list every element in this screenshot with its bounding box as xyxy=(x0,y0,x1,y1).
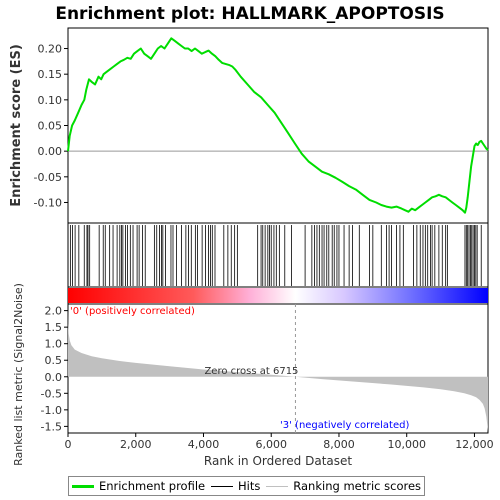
x-tick-label: 6,000 xyxy=(255,438,287,451)
es-y-tick-label: 0.20 xyxy=(38,43,63,56)
legend-swatch-hits xyxy=(211,485,234,487)
zero-cross-label: Zero cross at 6715 xyxy=(204,366,298,377)
es-y-tick-label: 0.05 xyxy=(38,120,63,133)
ranking-metric-area xyxy=(68,307,488,432)
heat-bar-fill xyxy=(68,288,488,303)
rank-y-tick-label: -1.5 xyxy=(41,420,62,433)
x-tick-label: 0 xyxy=(65,438,72,451)
rank-y-tick-label: 1.5 xyxy=(45,321,63,334)
rank-y-tick-label: 0.0 xyxy=(45,371,63,384)
legend-label-hits: Hits xyxy=(238,479,261,493)
es-y-tick-label: -0.10 xyxy=(34,196,62,209)
es-y-tick-label: 0.00 xyxy=(38,145,63,158)
rank-panel: -1.5 -1.0 -0.5 0.0 0.5 1.0 1.5 2.0 0 2,000 4,000 6,… xyxy=(41,303,494,451)
rank-y-tick-label: 2.0 xyxy=(45,305,63,318)
rank-y-axis-label: Ranked list metric (Signal2Noise) xyxy=(12,283,25,466)
rank-y-tick-label: 0.5 xyxy=(45,354,63,367)
x-axis-label: Rank in Ordered Dataset xyxy=(204,454,352,468)
enrichment-profile-line xyxy=(67,37,489,214)
legend-item-enrichment-profile: Enrichment profile xyxy=(71,479,206,493)
legend-label-enrichment-profile: Enrichment profile xyxy=(98,479,206,493)
x-tick-label: 4,000 xyxy=(188,438,220,451)
legend: Enrichment profile Hits Ranking metric s… xyxy=(68,476,425,496)
legend-swatch-ranking-metric xyxy=(266,485,289,487)
es-frame xyxy=(67,27,489,224)
legend-item-hits: Hits xyxy=(211,479,260,493)
negative-correlation-label: '3' (negatively correlated) xyxy=(280,420,409,431)
es-y-tick-label: 0.10 xyxy=(38,94,63,107)
hit-panel xyxy=(67,222,489,288)
positive-correlation-label: '0' (positively correlated) xyxy=(70,306,195,317)
legend-item-ranking-metric: Ranking metric scores xyxy=(266,479,421,493)
rank-y-tick-label: -0.5 xyxy=(41,387,62,400)
rank-y-tick-label: 1.0 xyxy=(45,338,63,351)
x-tick-label: 2,000 xyxy=(120,438,152,451)
es-panel: -0.10 -0.05 0.00 0.05 0.10 0.15 0.20 xyxy=(34,27,489,224)
chart-title: Enrichment plot: HALLMARK_APOPTOSIS xyxy=(55,4,444,24)
rank-y-tick-label: -1.0 xyxy=(41,404,62,417)
es-y-tick-label: -0.05 xyxy=(34,171,62,184)
es-y-tick-label: 0.15 xyxy=(38,68,63,81)
legend-label-ranking-metric: Ranking metric scores xyxy=(293,479,422,493)
x-tick-label: 10,000 xyxy=(387,438,426,451)
heat-bar xyxy=(67,286,489,305)
legend-swatch-enrichment-profile xyxy=(71,484,94,488)
x-tick-label: 8,000 xyxy=(323,438,355,451)
es-y-axis-label: Enrichment score (ES) xyxy=(9,44,24,207)
x-tick-label: 12,000 xyxy=(455,438,494,451)
